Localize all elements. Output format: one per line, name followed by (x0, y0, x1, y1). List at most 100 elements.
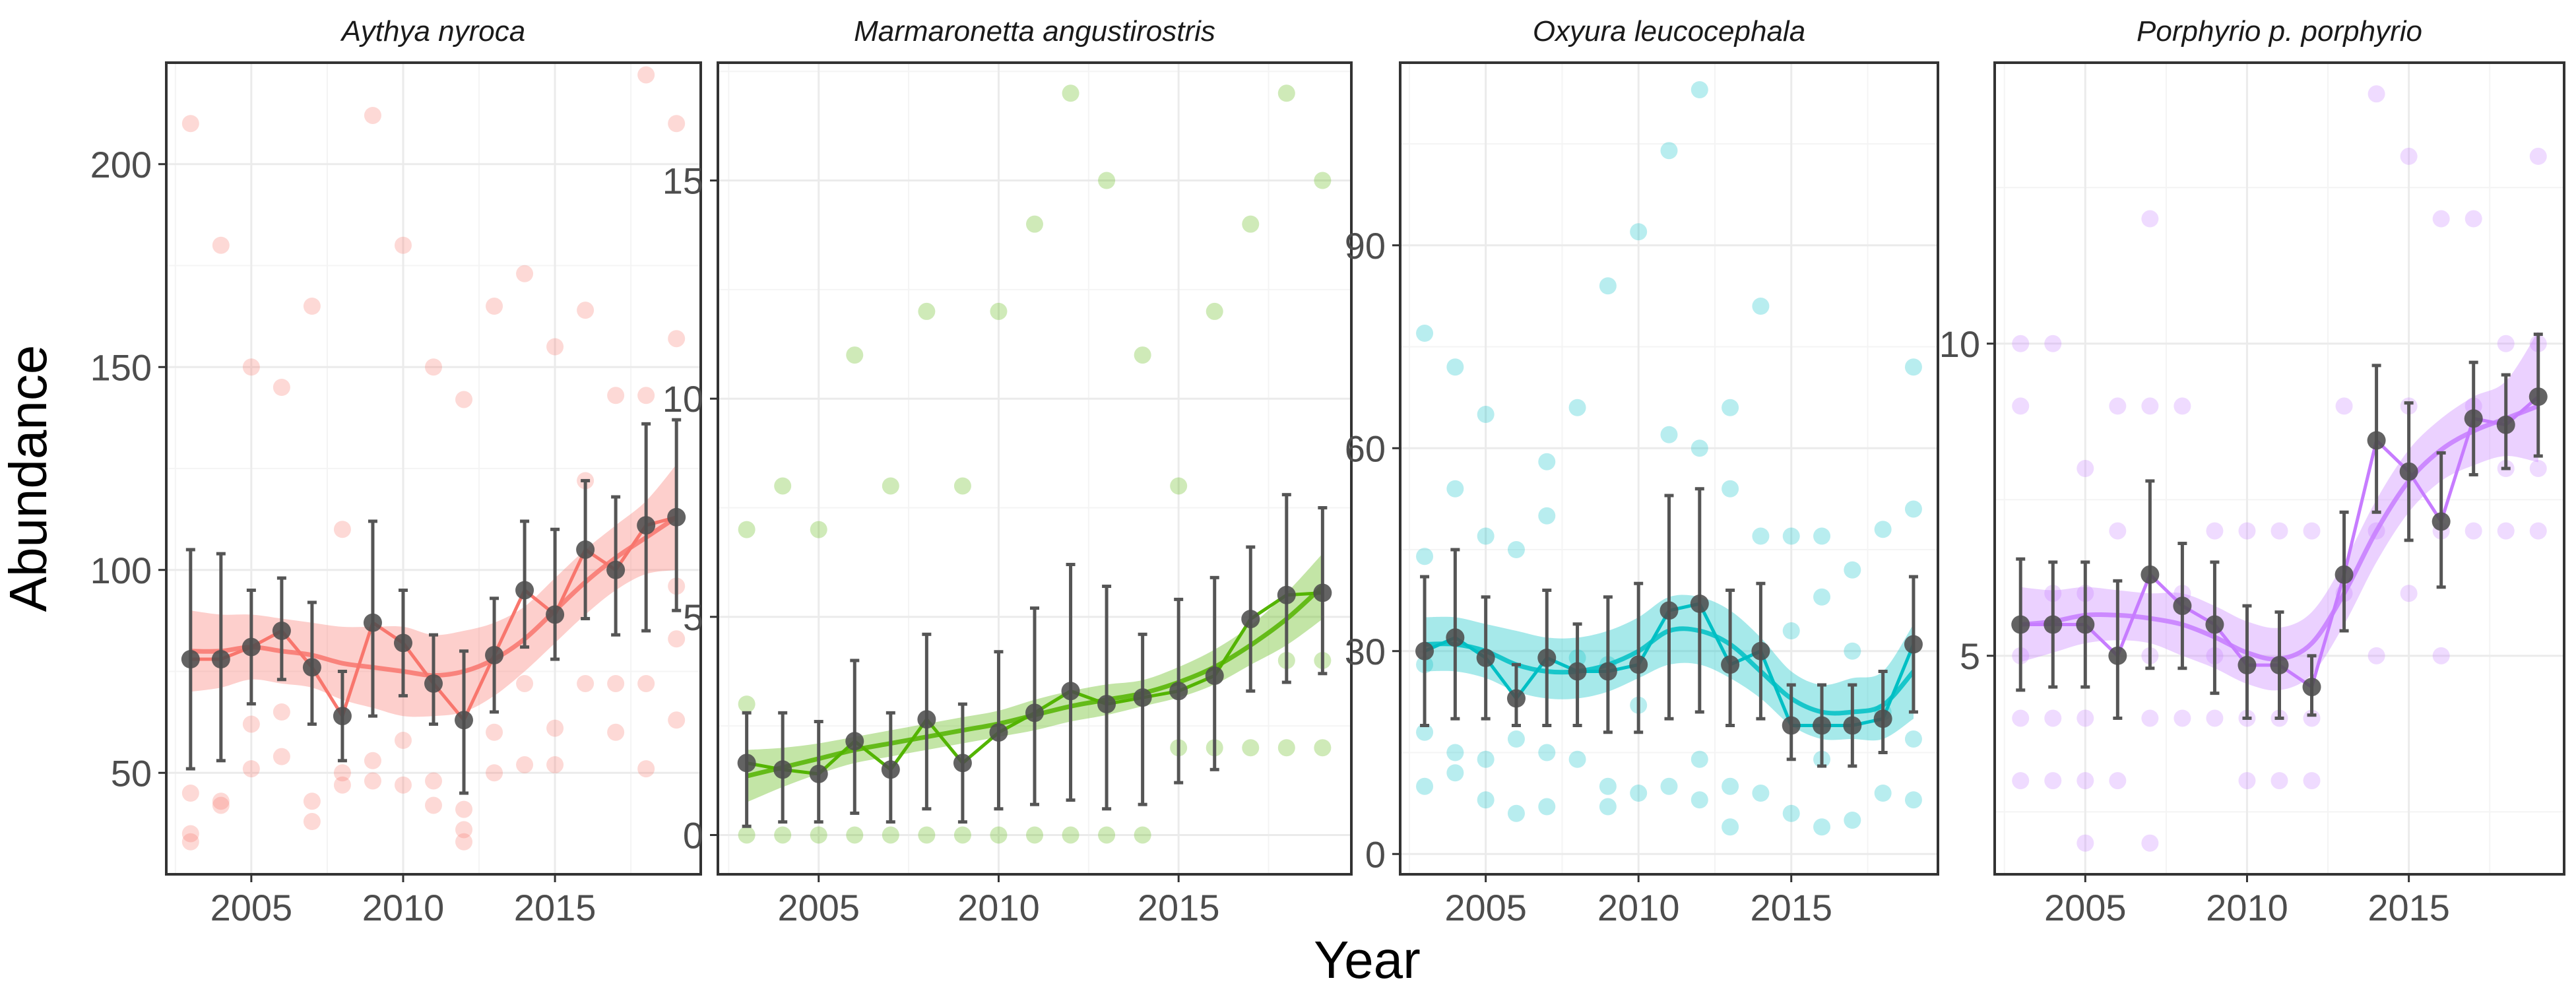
mean-point (2367, 431, 2386, 450)
y-tick-label: 200 (90, 144, 152, 185)
raw-data-point (1026, 215, 1043, 233)
mean-point (606, 560, 626, 579)
raw-data-point (1813, 588, 1831, 606)
y-tick-label: 60 (1345, 428, 1386, 469)
raw-data-point (1134, 346, 1151, 364)
raw-data-point (2238, 772, 2256, 790)
mean-point (1782, 716, 1801, 735)
raw-data-point (668, 630, 686, 648)
raw-data-point (455, 821, 473, 839)
mean-point (1241, 610, 1260, 629)
panel-border (165, 61, 702, 876)
raw-data-point (1813, 527, 1831, 545)
raw-data-point (516, 674, 534, 692)
mean-point (1721, 655, 1740, 674)
mean-point (809, 764, 828, 783)
mean-point (2044, 615, 2063, 634)
raw-data-point (846, 346, 864, 364)
raw-data-point (1477, 527, 1495, 545)
raw-data-point (242, 358, 260, 376)
raw-data-point (2270, 772, 2288, 790)
raw-data-point (486, 298, 503, 315)
mean-point (2238, 656, 2257, 675)
raw-data-point (1599, 798, 1617, 816)
raw-data-point (273, 748, 290, 765)
mean-point (1133, 688, 1152, 707)
x-tick-label: 2010 (1597, 887, 1680, 928)
raw-data-point (1722, 480, 1739, 498)
raw-data-point (1314, 172, 1332, 189)
mean-point (515, 581, 534, 600)
y-tick-label: 15 (662, 160, 703, 202)
mean-point (2528, 387, 2548, 406)
raw-data-point (425, 358, 442, 376)
raw-data-point (1690, 81, 1708, 98)
raw-data-point (2400, 585, 2418, 602)
raw-data-point (882, 826, 899, 844)
mean-point (1873, 709, 1892, 728)
raw-data-point (1507, 804, 1525, 822)
mean-point (485, 645, 504, 664)
raw-data-point (668, 711, 686, 729)
raw-data-point (2464, 210, 2482, 228)
raw-data-point (181, 833, 199, 851)
raw-data-point (364, 106, 381, 124)
raw-data-point (303, 813, 321, 831)
raw-data-point (1752, 527, 1770, 545)
raw-data-point (1904, 358, 1922, 376)
raw-data-point (273, 703, 290, 721)
raw-data-point (1630, 223, 1648, 241)
raw-data-point (333, 764, 351, 782)
smooth-trend-line (2020, 404, 2540, 662)
raw-data-point (918, 826, 936, 844)
raw-data-point (1416, 548, 1434, 565)
raw-data-point (1206, 302, 1223, 320)
mean-point (845, 732, 864, 751)
raw-data-point (774, 477, 792, 495)
raw-data-point (953, 826, 971, 844)
mean-point (2399, 462, 2418, 481)
raw-data-point (1660, 777, 1678, 795)
raw-data-point (2141, 709, 2159, 727)
raw-data-point (738, 695, 756, 713)
raw-data-point (516, 265, 534, 282)
y-tick-label: 5 (1960, 635, 1980, 677)
mean-point (2141, 565, 2160, 584)
raw-data-point (181, 115, 199, 133)
raw-data-point (1170, 477, 1188, 495)
panel-border (1399, 61, 1939, 876)
raw-data-point (1874, 521, 1892, 538)
mean-point (2076, 615, 2095, 634)
raw-data-point (2432, 647, 2450, 664)
raw-data-point (1277, 84, 1295, 102)
mean-point (1061, 682, 1080, 701)
panel-background (1400, 63, 1938, 874)
raw-data-point (1538, 507, 1556, 525)
raw-data-point (2012, 709, 2030, 727)
raw-data-point (2464, 522, 2482, 540)
y-tick-label: 30 (1345, 631, 1386, 672)
raw-data-point (1477, 750, 1495, 768)
raw-data-point (1507, 730, 1525, 748)
raw-data-point (810, 521, 827, 538)
raw-data-point (1446, 480, 1464, 498)
mean-point (546, 605, 565, 624)
mean-point (1629, 655, 1648, 674)
raw-data-point (2044, 772, 2062, 790)
raw-data-point (486, 764, 503, 782)
raw-data-point (242, 760, 260, 778)
raw-data-point (990, 826, 1008, 844)
raw-data-point (546, 756, 564, 773)
raw-data-point (1690, 791, 1708, 809)
mean-point (2011, 615, 2030, 634)
raw-data-point (637, 760, 655, 778)
mean-point (667, 507, 686, 527)
raw-data-point (2141, 834, 2159, 852)
raw-data-point (1690, 439, 1708, 457)
raw-data-point (1722, 818, 1739, 836)
mean-point (2173, 596, 2192, 616)
raw-data-point (1538, 798, 1556, 816)
y-axis-title: Abundance (0, 345, 57, 612)
